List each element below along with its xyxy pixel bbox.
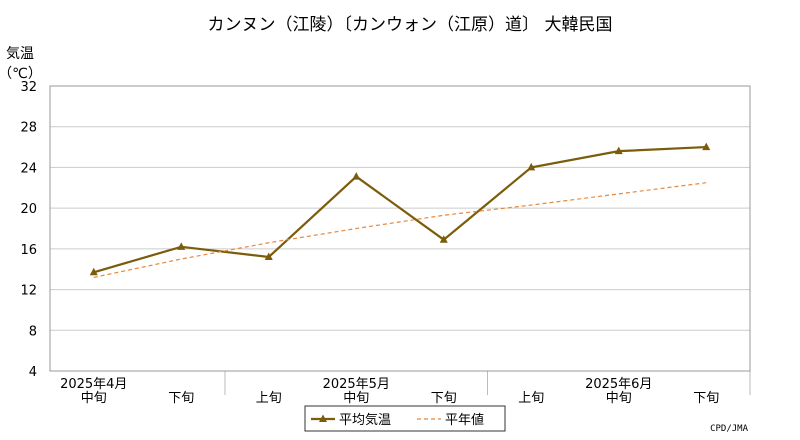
x-tick-7: 下旬 [693, 391, 719, 406]
legend-marker-0 [319, 414, 327, 422]
y-tick-labels: 4 8 12 16 20 24 28 32 [20, 80, 37, 380]
legend-label-1: 平年値 [445, 412, 484, 428]
y-tick-16: 16 [20, 243, 37, 258]
x-tick-2: 上旬 [256, 391, 282, 406]
chart-title: カンヌン（江陵）〔カンウォン（江原）道〕 大韓民国 [208, 15, 613, 35]
x-tick-6: 中旬 [606, 391, 632, 406]
legend-label-0: 平均気温 [339, 412, 391, 428]
series-line-0 [93, 145, 707, 274]
data-point-0-4 [439, 235, 448, 243]
month-label-1: 2025年5月 [323, 377, 390, 392]
y-tick-12: 12 [20, 284, 37, 299]
y-tick-28: 28 [20, 121, 37, 136]
month-label-2: 2025年6月 [585, 377, 652, 392]
y-axis-label: 気温 [6, 46, 34, 62]
x-tick-3: 中旬 [343, 391, 369, 406]
y-tick-20: 20 [20, 202, 37, 217]
y-tick-24: 24 [20, 161, 37, 176]
data-point-0-0 [89, 267, 98, 276]
y-tick-4: 4 [29, 365, 37, 380]
data-point-0-7 [702, 142, 711, 151]
credit-label: CPD/JMA [710, 424, 749, 434]
y-tick-8: 8 [29, 324, 37, 339]
data-point-0-1 [177, 242, 186, 250]
x-tick-5: 上旬 [518, 391, 544, 406]
x-tick-4: 下旬 [431, 391, 457, 406]
data-point-0-6 [614, 146, 623, 155]
y-axis-unit: （℃） [0, 66, 42, 82]
month-label-0: 2025年4月 [60, 377, 127, 392]
grid-lines [50, 85, 750, 372]
data-point-0-2 [264, 252, 273, 260]
series-lines [89, 142, 711, 278]
legend: 平均気温 平年値 [304, 405, 506, 432]
x-tick-0: 中旬 [81, 391, 107, 406]
legend-box [304, 405, 506, 432]
data-point-0-5 [527, 162, 536, 171]
x-tick-1: 下旬 [168, 391, 194, 406]
x-tick-labels: 中旬 下旬 上旬 中旬 下旬 上旬 中旬 下旬 2025年4月 2025年5月 2025年6月 [60, 371, 751, 406]
series-line-1 [93, 182, 707, 278]
data-point-0-3 [352, 172, 361, 180]
plot-area-frame [49, 85, 751, 372]
y-tick-32: 32 [20, 80, 37, 95]
